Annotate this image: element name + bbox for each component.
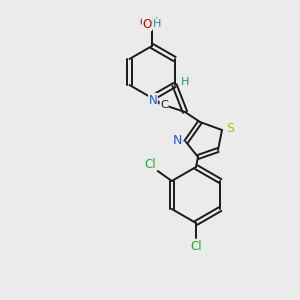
- Text: H: H: [150, 17, 158, 27]
- Text: H: H: [181, 77, 190, 87]
- Text: O: O: [140, 16, 148, 28]
- Text: N: N: [148, 94, 158, 106]
- Text: S: S: [226, 122, 234, 134]
- Text: O: O: [142, 17, 152, 31]
- Text: C: C: [160, 100, 168, 110]
- Text: N: N: [172, 134, 182, 148]
- Text: H: H: [153, 19, 161, 29]
- Text: Cl: Cl: [190, 241, 202, 254]
- Text: Cl: Cl: [144, 158, 156, 170]
